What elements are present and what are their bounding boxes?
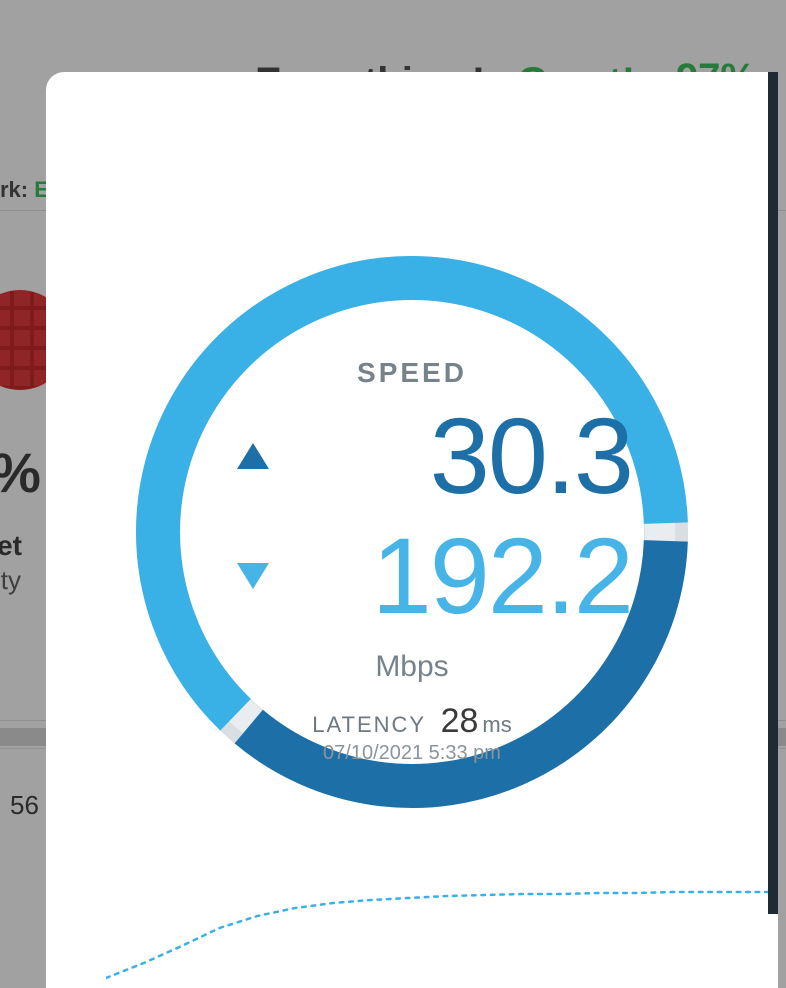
history-sparkline	[106, 868, 768, 988]
speed-gauge	[122, 242, 702, 822]
right-edge-strip	[768, 72, 778, 914]
gauge-svg	[122, 242, 702, 822]
speed-test-modal: SPEED 30.3 192.2 Mbps LATENCY 28ms 07/10…	[46, 72, 778, 988]
sparkline-svg	[106, 868, 768, 988]
